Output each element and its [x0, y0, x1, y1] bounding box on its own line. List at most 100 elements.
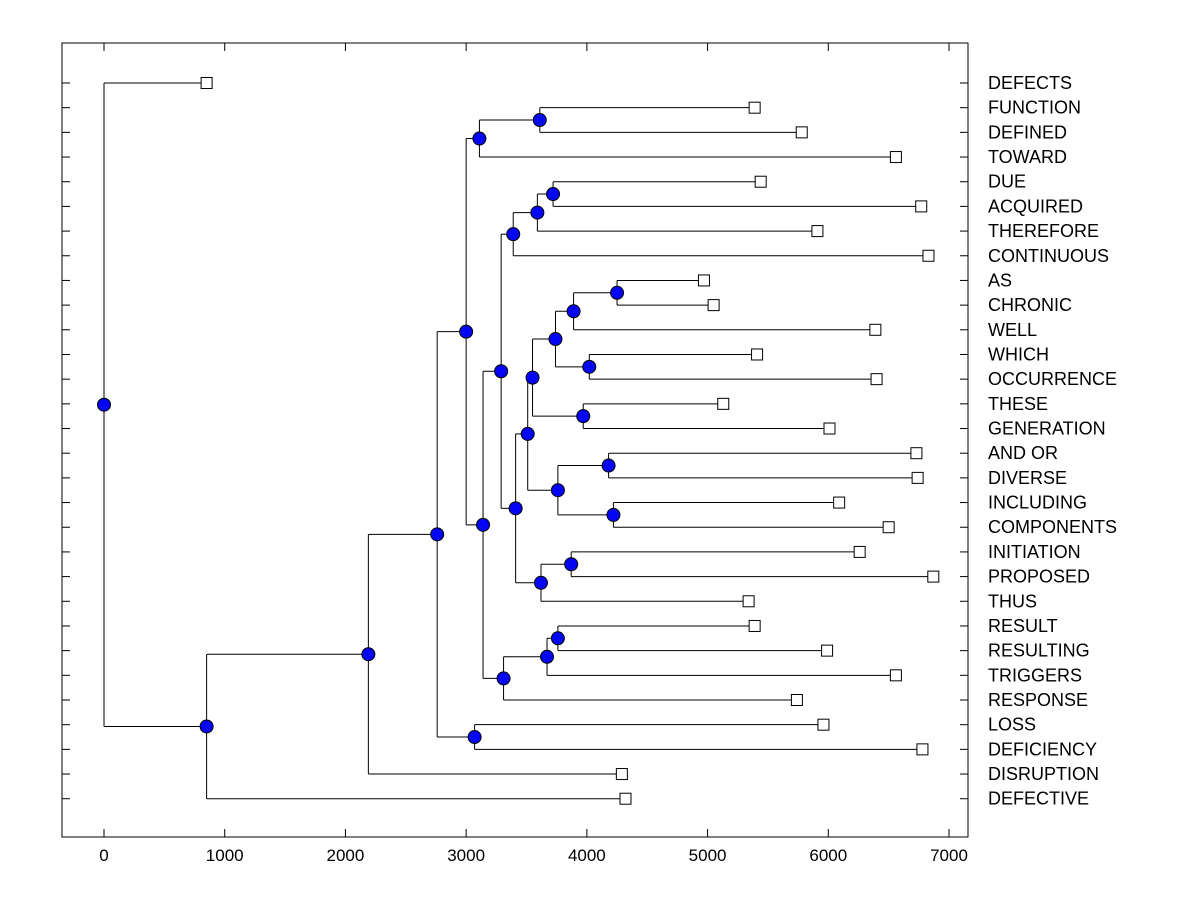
leaf-marker — [811, 225, 824, 238]
leaf-label: DEFICIENCY — [988, 739, 1097, 759]
leaf-label: DEFECTS — [988, 73, 1072, 93]
leaf-marker — [754, 175, 767, 188]
leaf-marker — [717, 397, 730, 410]
leaf-marker — [889, 151, 902, 164]
internal-node-marker — [459, 324, 474, 339]
leaf-marker — [817, 718, 830, 731]
leaf-marker — [869, 323, 882, 336]
leaf-marker — [882, 521, 895, 534]
leaf-label: DISRUPTION — [988, 764, 1099, 784]
leaf-marker — [915, 200, 928, 213]
leaf-marker — [748, 101, 761, 114]
leaf-label: GENERATION — [988, 419, 1106, 439]
leaf-marker — [615, 768, 628, 781]
leaf-marker — [922, 249, 935, 262]
leaf-label: WHICH — [988, 344, 1049, 364]
leaf-label: PROPOSED — [988, 567, 1090, 587]
leaf-label: TOWARD — [988, 147, 1067, 167]
leaf-marker — [910, 447, 923, 460]
leaf-label: DUE — [988, 172, 1026, 192]
leaf-label: LOSS — [988, 715, 1036, 735]
x-axis-tick-label: 1000 — [206, 846, 244, 865]
leaf-marker — [795, 126, 808, 139]
leaf-label: RESULT — [988, 616, 1058, 636]
leaf-marker — [870, 373, 883, 386]
leaf-marker — [927, 570, 940, 583]
leaf-marker — [707, 299, 720, 312]
leaf-marker — [790, 694, 803, 706]
leaf-marker — [200, 77, 213, 89]
x-axis-tick-label: 6000 — [809, 846, 847, 865]
internal-node-marker — [508, 501, 523, 516]
leaf-label: RESPONSE — [988, 690, 1088, 710]
internal-node-marker — [472, 131, 487, 146]
x-axis-tick-label: 5000 — [689, 846, 727, 865]
internal-node-marker — [546, 187, 561, 202]
internal-node-marker — [525, 370, 540, 385]
leaf-label: AND OR — [988, 443, 1058, 463]
internal-node-marker — [361, 647, 376, 662]
leaf-label: DEFINED — [988, 122, 1067, 142]
internal-node-marker — [494, 364, 509, 379]
leaf-label: THUS — [988, 591, 1037, 611]
leaf-label: ACQUIRED — [988, 196, 1083, 216]
internal-node-marker — [533, 575, 548, 590]
internal-node-marker — [564, 557, 579, 572]
leaf-marker — [916, 743, 929, 756]
internal-node-marker — [540, 649, 555, 664]
internal-node-marker — [97, 397, 111, 412]
internal-node-marker — [532, 113, 547, 128]
internal-node-marker — [582, 359, 597, 374]
leaf-marker — [889, 669, 902, 682]
leaf-label: CONTINUOUS — [988, 246, 1109, 266]
leaf-marker — [821, 644, 834, 657]
leaf-label: RESULTING — [988, 641, 1090, 661]
leaf-marker — [742, 595, 755, 608]
internal-node-marker — [566, 304, 581, 319]
leaf-marker — [619, 792, 632, 805]
internal-node-marker — [550, 631, 565, 646]
leaf-label: THEREFORE — [988, 221, 1099, 241]
internal-node-marker — [550, 483, 565, 498]
leaf-marker — [748, 619, 761, 632]
leaf-marker — [911, 471, 924, 484]
leaf-marker — [697, 274, 710, 287]
internal-node-marker — [530, 205, 545, 220]
internal-node-marker — [467, 730, 482, 745]
leaf-label: INITIATION — [988, 542, 1081, 562]
leaf-marker — [823, 422, 836, 435]
leaf-label: OCCURRENCE — [988, 369, 1117, 389]
internal-node-marker — [606, 507, 621, 522]
internal-node-marker — [548, 332, 563, 347]
x-axis-tick-label: 4000 — [568, 846, 606, 865]
leaf-marker — [833, 496, 846, 509]
leaf-marker — [751, 348, 764, 361]
internal-node-marker — [601, 458, 616, 473]
x-axis-tick-label: 3000 — [447, 846, 485, 865]
leaf-label: TRIGGERS — [988, 665, 1082, 685]
internal-node-marker — [199, 719, 214, 734]
leaf-label: DIVERSE — [988, 468, 1067, 488]
leaf-label: INCLUDING — [988, 493, 1087, 513]
leaf-label: FUNCTION — [988, 98, 1081, 118]
internal-node-marker — [430, 527, 445, 542]
internal-node-marker — [520, 426, 535, 441]
plot-border — [61, 42, 969, 838]
leaf-marker — [853, 545, 866, 558]
x-axis-tick-label: 2000 — [327, 846, 365, 865]
leaf-label: WELL — [988, 320, 1037, 340]
leaf-label: AS — [988, 270, 1012, 290]
x-axis-tick-label: 0 — [99, 846, 108, 865]
internal-node-marker — [496, 671, 511, 686]
x-axis-tick-label: 7000 — [930, 846, 968, 865]
leaf-label: DEFECTIVE — [988, 789, 1089, 809]
internal-node-marker — [610, 285, 625, 300]
leaf-label: CHRONIC — [988, 295, 1072, 315]
leaf-label: COMPONENTS — [988, 517, 1117, 537]
internal-node-marker — [476, 517, 491, 532]
internal-node-marker — [576, 409, 591, 424]
internal-node-marker — [506, 227, 521, 242]
leaf-label: THESE — [988, 394, 1048, 414]
